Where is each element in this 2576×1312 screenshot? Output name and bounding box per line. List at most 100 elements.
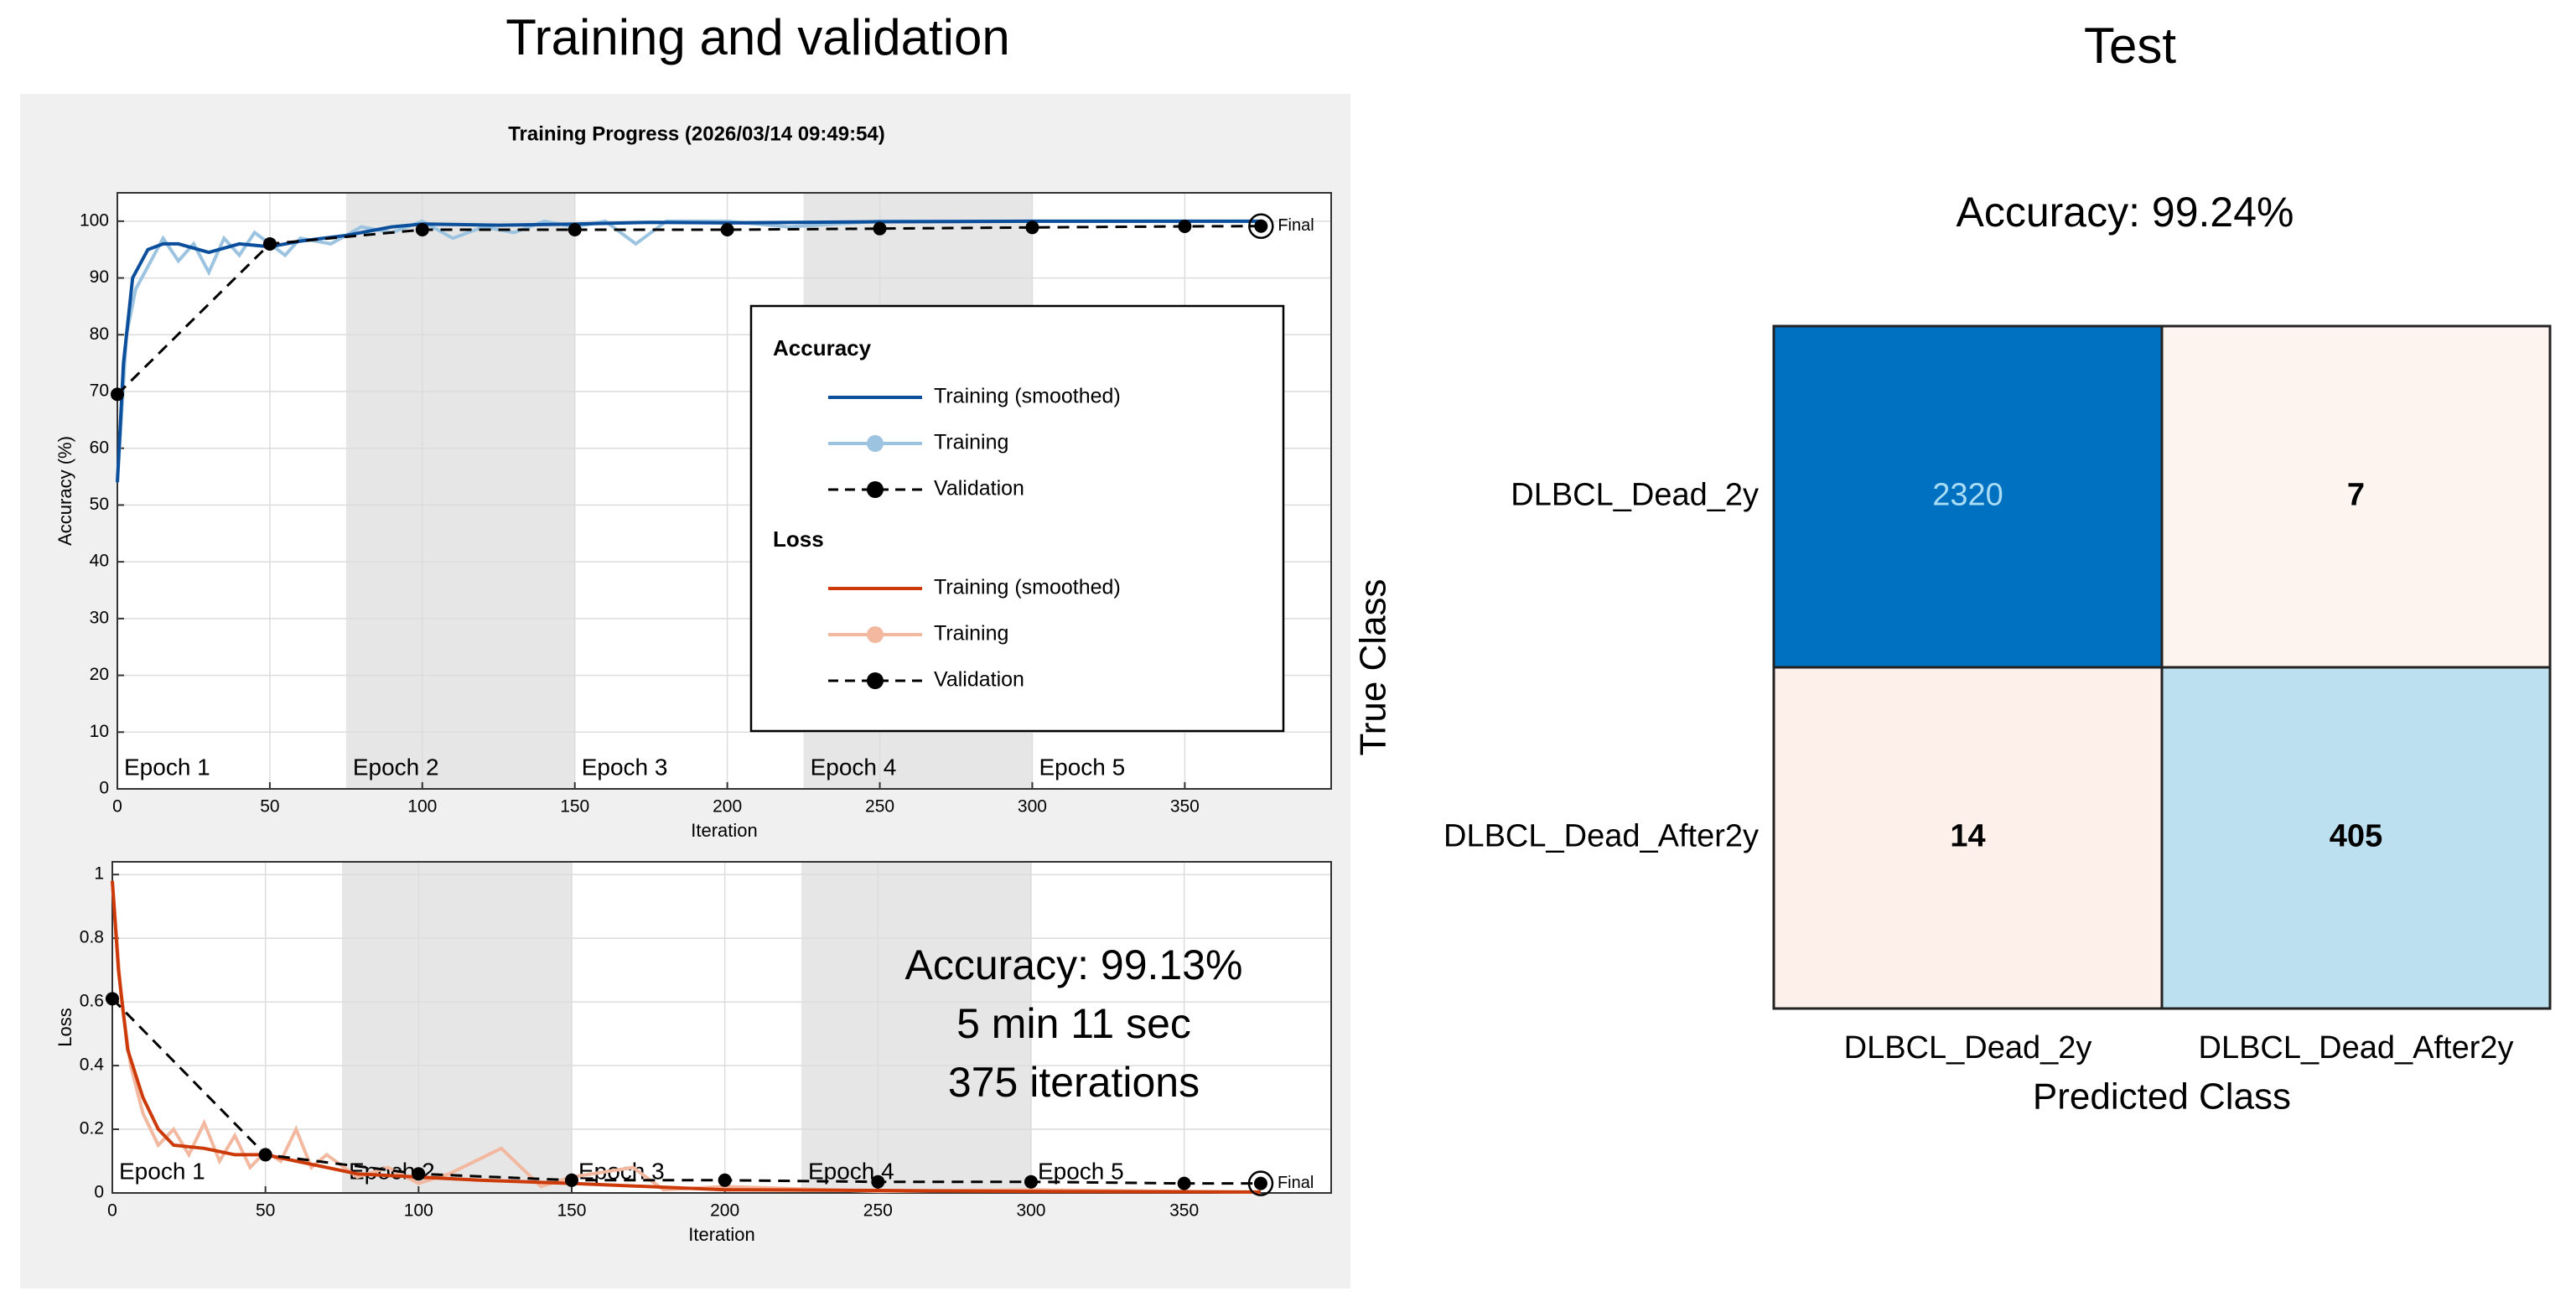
y-tick-label: 50 <box>90 495 109 514</box>
y-tick-label: 80 <box>90 324 109 344</box>
panel-title: Training and validation <box>505 9 1010 65</box>
validation-point <box>106 992 119 1006</box>
axes-frame <box>117 192 1332 790</box>
validation-point <box>720 223 734 237</box>
cell-value: 14 <box>1950 819 1985 854</box>
legend-label: Training <box>934 431 1008 454</box>
legend-marker <box>867 435 884 452</box>
validation-point <box>568 223 582 237</box>
y-axis-label: Loss <box>54 1008 75 1046</box>
legend-label: Validation <box>934 668 1024 692</box>
x-tick-label: 250 <box>863 1201 893 1221</box>
legend-label: Training (smoothed) <box>934 385 1121 408</box>
validation-point <box>258 1148 272 1162</box>
legend-box <box>749 304 1285 733</box>
validation-point <box>111 387 124 402</box>
epoch-band <box>341 862 572 1193</box>
y-tick-label: 0.2 <box>80 1119 104 1138</box>
x-tick-label: 300 <box>1018 797 1047 817</box>
validation-point <box>1177 1176 1191 1190</box>
matrix-cell <box>1772 324 2164 669</box>
validation-point <box>412 1167 426 1181</box>
x-tick-label: 350 <box>1169 1201 1199 1221</box>
legend-title: Accuracy <box>773 335 872 360</box>
y-tick-label: 1 <box>94 864 104 884</box>
validation-point <box>873 221 887 236</box>
x-axis-label: Iteration <box>688 1224 755 1245</box>
epoch-band <box>801 862 1031 1193</box>
validation-point <box>871 1175 885 1189</box>
y-tick-label: 90 <box>90 267 109 287</box>
x-axis-label: Iteration <box>691 820 758 841</box>
row-label: DLBCL_Dead_2y <box>1511 478 1759 513</box>
annotation: 5 min 11 sec <box>956 1000 1191 1047</box>
legend-marker <box>867 626 884 643</box>
matrix-cell <box>2160 666 2552 1010</box>
validation-point <box>262 236 277 251</box>
x-tick-label: 250 <box>865 797 894 817</box>
y-tick-label: 0.8 <box>80 928 104 947</box>
matrix-cell <box>1772 666 2164 1010</box>
validation-point <box>718 1173 732 1187</box>
validation-point <box>1253 1176 1267 1190</box>
x-tick-label: 50 <box>260 797 279 817</box>
legend-label: Validation <box>934 477 1024 500</box>
y-tick-label: 30 <box>90 608 109 627</box>
y-tick-label: 40 <box>90 552 109 571</box>
series-line <box>116 219 1262 483</box>
x-tick-label: 100 <box>407 797 437 817</box>
y-axis-label: Accuracy (%) <box>54 436 75 546</box>
validation-point <box>1178 219 1192 233</box>
epoch-label: Epoch 1 <box>124 754 210 780</box>
y-tick-label: 60 <box>90 438 109 457</box>
legend-marker <box>867 672 884 689</box>
y-tick-label: 20 <box>90 665 109 684</box>
y-tick-label: 0.4 <box>80 1055 105 1075</box>
x-tick-label: 150 <box>560 797 589 817</box>
annotation: 375 iterations <box>948 1059 1200 1106</box>
series-line <box>111 880 1262 1194</box>
x-tick-label: 0 <box>112 797 122 817</box>
axes-frame <box>111 861 1332 1194</box>
y-tick-label: 0.6 <box>80 992 104 1011</box>
legend-title: Loss <box>773 526 824 552</box>
final-label: Final <box>1278 216 1314 235</box>
x-tick-label: 50 <box>256 1201 275 1221</box>
x-tick-label: 350 <box>1170 797 1200 817</box>
final-marker <box>1247 1170 1274 1196</box>
matrix-cell <box>2160 324 2552 669</box>
validation-point <box>1025 220 1039 235</box>
validation-point <box>1024 1175 1038 1189</box>
annotation: Accuracy: 99.13% <box>905 941 1243 988</box>
plot-area <box>112 862 1331 1193</box>
cell-value: 2320 <box>1932 478 2003 513</box>
x-tick-label: 300 <box>1016 1201 1045 1221</box>
epoch-label: Epoch 5 <box>1038 1158 1124 1184</box>
series-line <box>111 880 1262 1195</box>
x-tick-label: 100 <box>404 1201 433 1221</box>
legend-label: Training (smoothed) <box>934 576 1121 599</box>
validation-point <box>564 1173 578 1187</box>
validation-point <box>415 223 429 237</box>
legend-marker <box>867 481 884 498</box>
epoch-label: Epoch 1 <box>119 1158 205 1184</box>
x-tick-label: 0 <box>107 1201 117 1221</box>
column-label: DLBCL_Dead_After2y <box>2199 1030 2514 1066</box>
y-tick-label: 10 <box>90 722 109 741</box>
x-axis-label: Predicted Class <box>2033 1076 2291 1118</box>
panel-title: Test <box>2084 18 2176 74</box>
matrix-title: Accuracy: 99.24% <box>1957 189 2294 236</box>
x-tick-label: 200 <box>713 797 742 817</box>
epoch-label: Epoch 3 <box>582 754 668 780</box>
row-label: DLBCL_Dead_After2y <box>1443 819 1759 854</box>
epoch-band <box>345 193 575 789</box>
epoch-label: Epoch 4 <box>811 754 897 780</box>
x-tick-label: 200 <box>710 1201 739 1221</box>
legend-label: Training <box>934 622 1008 646</box>
y-tick-label: 100 <box>80 210 109 230</box>
y-tick-label: 0 <box>94 1183 104 1202</box>
cell-value: 7 <box>2347 478 2365 513</box>
final-label: Final <box>1278 1174 1314 1192</box>
final-marker <box>1248 213 1274 239</box>
